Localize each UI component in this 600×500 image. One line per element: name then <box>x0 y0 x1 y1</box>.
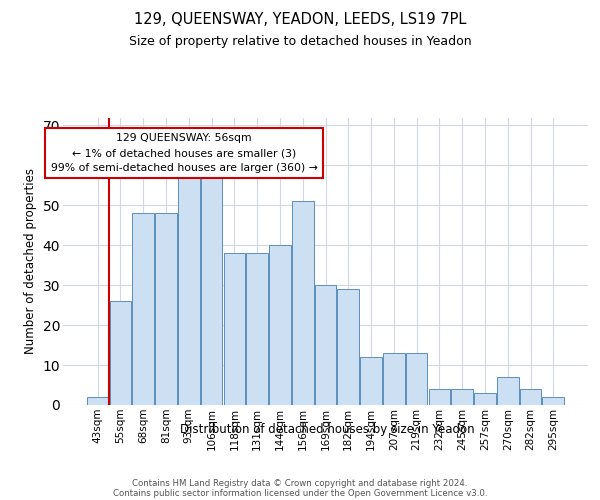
Bar <box>201 178 223 405</box>
Text: 129 QUEENSWAY: 56sqm
← 1% of detached houses are smaller (3)
99% of semi-detache: 129 QUEENSWAY: 56sqm ← 1% of detached ho… <box>51 134 317 173</box>
Bar <box>314 285 337 405</box>
Bar <box>383 353 404 405</box>
Bar <box>224 254 245 405</box>
Bar <box>360 357 382 405</box>
Bar <box>497 377 518 405</box>
Text: 129, QUEENSWAY, YEADON, LEEDS, LS19 7PL: 129, QUEENSWAY, YEADON, LEEDS, LS19 7PL <box>134 12 466 28</box>
Bar <box>133 214 154 405</box>
Bar <box>292 202 314 405</box>
Bar <box>87 397 109 405</box>
Text: Size of property relative to detached houses in Yeadon: Size of property relative to detached ho… <box>128 35 472 48</box>
Bar <box>337 289 359 405</box>
Bar <box>247 254 268 405</box>
Bar <box>269 246 291 405</box>
Bar <box>406 353 427 405</box>
Bar <box>155 214 177 405</box>
Bar <box>178 178 200 405</box>
Bar <box>542 397 564 405</box>
Bar <box>451 389 473 405</box>
Bar <box>110 301 131 405</box>
Text: Contains HM Land Registry data © Crown copyright and database right 2024.
Contai: Contains HM Land Registry data © Crown c… <box>113 479 487 498</box>
Bar <box>428 389 450 405</box>
Y-axis label: Number of detached properties: Number of detached properties <box>24 168 37 354</box>
Text: Distribution of detached houses by size in Yeadon: Distribution of detached houses by size … <box>179 422 475 436</box>
Bar <box>520 389 541 405</box>
Bar <box>474 393 496 405</box>
